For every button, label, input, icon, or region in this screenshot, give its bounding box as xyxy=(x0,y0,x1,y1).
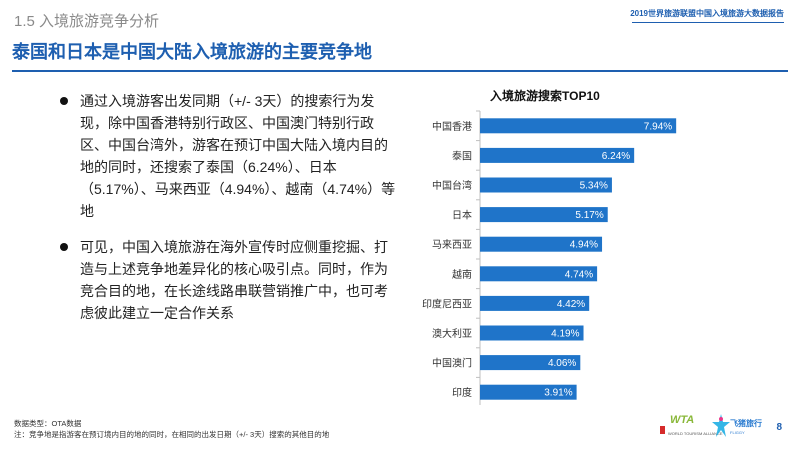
category-label: 中国澳门 xyxy=(432,357,472,370)
category-label: 印度 xyxy=(452,386,472,399)
wta-logo: WTA WORLD TOURISM ALLIANCE xyxy=(660,412,723,440)
data-label: 5.17% xyxy=(575,210,603,221)
page-headline: 泰国和日本是中国大陆入境旅游的主要竞争地 xyxy=(12,42,372,62)
bar xyxy=(480,295,590,311)
bullet-text: 可见，中国入境旅游在海外宣传时应侧重挖掘、打造与上述竞争地差异化的核心吸引点。同… xyxy=(80,239,388,321)
section-title: 1.5 入境旅游竞争分析 xyxy=(14,13,160,30)
fliggy-logo-subtitle: FLIGGY xyxy=(730,430,745,435)
bar xyxy=(480,325,584,341)
data-label: 4.06% xyxy=(548,358,576,369)
category-label: 印度尼西亚 xyxy=(422,297,472,310)
fliggy-logo-name: 飞猪旅行 xyxy=(730,419,762,428)
wta-logo-subtitle: WORLD TOURISM ALLIANCE xyxy=(668,431,723,436)
data-type-note: 数据类型：OTA数据 xyxy=(14,419,82,428)
data-label: 4.19% xyxy=(551,329,579,340)
footnote: 数据类型：OTA数据 注：竞争地是指游客在预订境内目的地的同时，在相同的出发日期… xyxy=(14,418,329,440)
category-label: 马来西亚 xyxy=(432,239,472,251)
category-label: 中国台湾 xyxy=(432,179,472,192)
bar-chart: 中国香港 7.94% 泰国 6.24% 中国台湾 5.34% 日本 5.17% 马来西亚 4.94… xyxy=(422,110,677,405)
category-label: 越南 xyxy=(452,268,472,281)
headline-divider xyxy=(12,70,788,72)
category-label: 中国香港 xyxy=(432,120,472,133)
data-label: 4.42% xyxy=(557,299,585,310)
bar xyxy=(480,118,677,134)
bar xyxy=(480,147,635,163)
star-figure-icon xyxy=(712,414,730,437)
report-name: 2019世界旅游联盟中国入境旅游大数据报告 xyxy=(630,9,784,18)
bullet-dot-icon xyxy=(60,243,68,251)
data-label: 4.94% xyxy=(570,240,598,251)
data-label: 7.94% xyxy=(644,121,672,132)
bar xyxy=(480,384,577,400)
bullet-item: 通过入境游客出发同期（+/- 3天）的搜索行为发现，除中国香港特别行政区、中国澳… xyxy=(60,90,400,222)
bullet-list: 通过入境游客出发同期（+/- 3天）的搜索行为发现，除中国香港特别行政区、中国澳… xyxy=(60,90,400,338)
report-name-underline xyxy=(632,22,784,23)
data-label: 6.24% xyxy=(602,151,630,162)
bullet-item: 可见，中国入境旅游在海外宣传时应侧重挖掘、打造与上述竞争地差异化的核心吸引点。同… xyxy=(60,236,400,324)
bar xyxy=(480,266,598,282)
wta-logo-mark-icon xyxy=(660,426,665,434)
data-label: 4.74% xyxy=(565,269,593,280)
definition-note: 注：竞争地是指游客在预订境内目的地的同时，在相同的出发日期（+/- 3天）搜索的… xyxy=(14,430,330,439)
bar xyxy=(480,355,581,371)
bullet-text: 通过入境游客出发同期（+/- 3天）的搜索行为发现，除中国香港特别行政区、中国澳… xyxy=(80,93,396,219)
category-label: 澳大利亚 xyxy=(432,327,472,340)
bar xyxy=(480,207,608,223)
chart-title: 入境旅游搜索TOP10 xyxy=(490,89,600,103)
bar xyxy=(480,236,603,252)
data-label: 3.91% xyxy=(544,388,572,399)
page-number: 8 xyxy=(776,422,782,433)
category-label: 日本 xyxy=(452,209,472,222)
bullet-dot-icon xyxy=(60,97,68,105)
wta-logo-text: WTA xyxy=(670,414,695,426)
fliggy-logo: 飞猪旅行 FLIGGY xyxy=(712,410,768,442)
data-label: 5.34% xyxy=(580,181,608,192)
category-label: 泰国 xyxy=(452,149,472,162)
bar xyxy=(480,177,612,193)
